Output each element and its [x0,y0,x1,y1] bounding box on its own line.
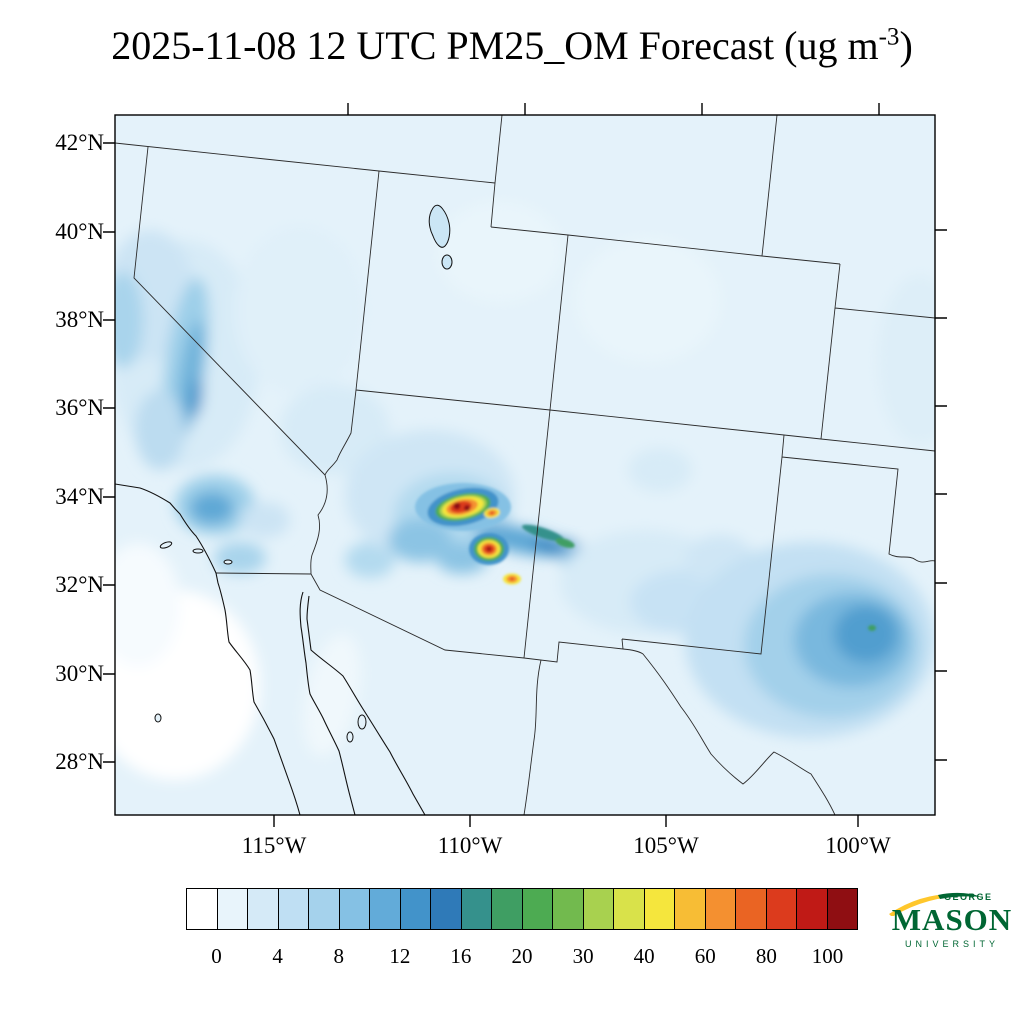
lat-tick-label: 38°N [55,307,104,332]
gmu-logo: GEORGE MASON UNIVERSITY [886,892,1018,966]
gmu-swoosh-icon [889,892,982,916]
colorbar-tick-label: 4 [272,944,283,968]
colorbar-tick-label: 30 [572,944,594,968]
lat-tick-label: 32°N [55,572,104,597]
colorbar-segment [309,889,340,929]
plot-title: 2025-11-08 12 UTC PM25_OM Forecast (ug m… [0,22,1024,69]
utah-lake [441,254,453,270]
colorbar-tick-label: 0 [211,944,222,968]
title-exponent: -3 [878,23,900,51]
colorbar-segment [339,889,370,929]
colorbar-segment [248,889,279,929]
pm25-concentration-field [115,202,935,780]
title-close: ) [899,23,913,68]
colorbar-tick-label: 8 [333,944,344,968]
colorbar-segment [614,889,645,929]
gmu-logo-george: GEORGE [944,892,993,902]
coastline [115,483,426,815]
colorbar [186,888,858,930]
lon-tick-label: 100°W [825,833,891,858]
lat-tick-label: 36°N [55,395,104,420]
colorbar-tick-label: 60 [694,944,716,968]
lon-tick-label: 110°W [437,833,503,858]
colorbar-segment [187,889,218,929]
lat-tick-label: 42°N [55,130,104,155]
lat-tick-label: 34°N [55,484,104,509]
colorbar-segment [278,889,309,929]
colorbar-segment [400,889,431,929]
lat-tick-label: 30°N [55,661,104,686]
axis-ticks [103,103,947,827]
colorbar-tick-label: 40 [633,944,655,968]
colorbar-segment [827,889,857,929]
colorbar-segment [370,889,401,929]
great-salt-lake [428,204,451,248]
colorbar-segment [705,889,736,929]
colorbar-tick-label: 16 [450,944,472,968]
colorbar-segment [797,889,828,929]
colorbar-segment [522,889,553,929]
colorbar-segment [675,889,706,929]
colorbar-segment [644,889,675,929]
lon-tick-label: 105°W [633,833,699,858]
colorbar-segment [553,889,584,929]
colorbar-segment [217,889,248,929]
gmu-logo-mason: MASON [891,902,1013,937]
colorbar-tick-label: 20 [511,944,533,968]
colorbar-tick-label: 80 [755,944,777,968]
title-text: 2025-11-08 12 UTC PM25_OM Forecast (ug m [111,23,879,68]
colorbar-segment [492,889,523,929]
colorbar-tick-label: 100 [811,944,844,968]
lakes-and-islands [154,204,453,743]
lon-tick-label: 115°W [241,833,307,858]
colorbar-segment [583,889,614,929]
colorbar-segment [461,889,492,929]
colorbar-segment [736,889,767,929]
lat-tick-label: 28°N [55,749,104,774]
colorbar-segment [431,889,462,929]
gmu-logo-university: UNIVERSITY [904,939,999,949]
fire-hotspots [415,483,876,631]
lat-tick-label: 40°N [55,219,104,244]
state-borders [115,115,935,815]
colorbar-segment [766,889,797,929]
colorbar-tick-label: 12 [389,944,411,968]
